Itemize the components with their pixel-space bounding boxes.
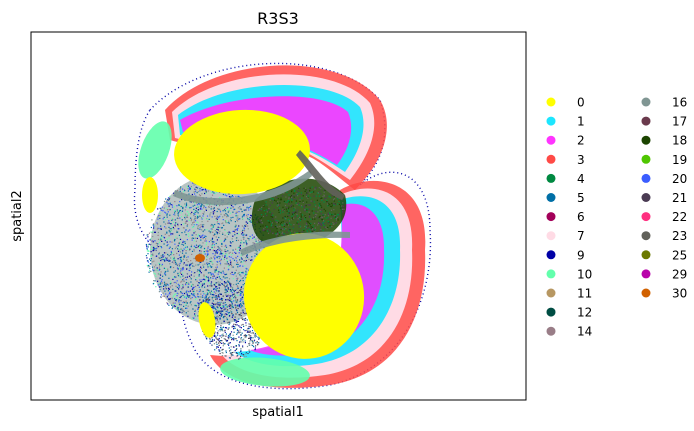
- cluster-16-band-upper: [173, 170, 312, 206]
- legend-marker-17: [641, 116, 651, 126]
- legend-marker-1: [546, 116, 556, 126]
- legend-marker-12: [546, 307, 556, 317]
- cluster-0-fragment-b: [198, 302, 216, 338]
- cluster-0-lower: [243, 233, 365, 359]
- legend-marker-6: [546, 212, 556, 222]
- legend-marker-9: [546, 250, 556, 260]
- legend-label-19: 19: [672, 153, 687, 167]
- legend-marker-0: [546, 97, 556, 107]
- legend-label-3: 3: [577, 153, 585, 167]
- legend-marker-30: [641, 288, 651, 298]
- legend-label-18: 18: [672, 134, 687, 148]
- mixed-core-scatter: [145, 180, 266, 322]
- legend-label-22: 22: [672, 210, 687, 224]
- legend-marker-21: [641, 193, 651, 202]
- legend-label-9: 9: [577, 248, 585, 262]
- legend-marker-5: [546, 193, 556, 202]
- legend-label-25: 25: [672, 248, 687, 262]
- legend-label-4: 4: [577, 172, 585, 186]
- legend-marker-25: [641, 250, 651, 260]
- legend-label-16: 16: [672, 96, 687, 110]
- legend-marker-2: [546, 135, 556, 145]
- legend-label-21: 21: [672, 191, 687, 205]
- legend-label-29: 29: [672, 267, 687, 281]
- cluster-0-fragment-a: [142, 177, 158, 213]
- legend-label-1: 1: [577, 115, 585, 129]
- legend-marker-10: [546, 269, 556, 279]
- y-axis-label: spatial2: [10, 190, 25, 242]
- plot-area: [30, 31, 527, 401]
- legend-label-11: 11: [577, 287, 592, 301]
- cluster-0-upper: [174, 109, 310, 195]
- legend-marker-20: [641, 173, 651, 183]
- legend-marker-19: [641, 154, 651, 164]
- legend-label-10: 10: [577, 267, 592, 281]
- tissue-scatter: [133, 62, 432, 390]
- cluster-23-band: [296, 150, 345, 200]
- legend-label-30: 30: [672, 287, 687, 301]
- legend-label-17: 17: [672, 115, 687, 129]
- legend-marker-11: [546, 288, 556, 298]
- legend-label-12: 12: [577, 306, 592, 320]
- legend-marker-16: [641, 97, 651, 107]
- legend-marker-18: [641, 135, 651, 145]
- legend-marker-4: [546, 173, 556, 183]
- legend-marker-7: [546, 231, 556, 241]
- chart-title: R3S3: [257, 9, 299, 28]
- legend-marker-22: [641, 212, 651, 222]
- legend-marker-3: [546, 154, 556, 164]
- cluster-10-bottom: [220, 357, 310, 387]
- cluster-10-left: [138, 121, 172, 179]
- legend-label-14: 14: [577, 325, 592, 339]
- legend-label-6: 6: [577, 210, 585, 224]
- legend-marker-14: [546, 326, 556, 336]
- legend-label-7: 7: [577, 229, 585, 243]
- cluster-16-band-lower: [240, 231, 350, 256]
- legend-label-5: 5: [577, 191, 585, 205]
- middle-dark-scatter: [256, 186, 345, 238]
- legend-label-23: 23: [672, 229, 687, 243]
- x-axis-label: spatial1: [252, 405, 304, 420]
- legend-label-2: 2: [577, 134, 585, 148]
- legend-label-20: 20: [672, 172, 687, 186]
- legend-label-0: 0: [577, 96, 585, 110]
- legend-marker-29: [641, 269, 651, 279]
- cluster-30-speck: [195, 254, 205, 262]
- legend-marker-23: [641, 231, 651, 241]
